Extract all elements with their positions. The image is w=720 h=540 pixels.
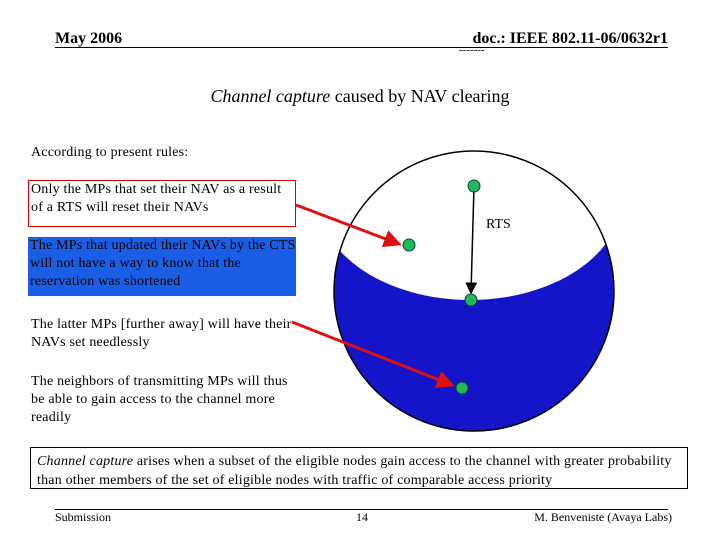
footer-rule	[55, 509, 668, 510]
intro: According to present rules:	[31, 145, 189, 160]
node	[402, 238, 416, 252]
node	[455, 381, 469, 395]
range-outline	[333, 150, 615, 432]
note-text: arises when a subset of the eligible nod…	[37, 454, 672, 488]
footer-left: Submission	[55, 510, 112, 524]
node	[467, 179, 481, 193]
note-emphasis: Channel capture	[37, 454, 134, 469]
point: The latter MPs [further away] will have …	[31, 317, 292, 350]
rts-arrow	[465, 185, 478, 295]
title-rest: caused by NAV clearing	[334, 86, 510, 106]
title: Channel capture caused by NAV clearing	[0, 86, 720, 107]
header-doc: doc.: IEEE 802.11-06/0632r1	[472, 30, 668, 47]
point-box: Only the MPs that set their NAV as a res…	[28, 180, 296, 227]
node	[464, 293, 478, 307]
header-rule	[55, 47, 668, 48]
note-box: Channel capture arises when a subset of …	[30, 447, 688, 489]
title-emphasis: Channel capture	[210, 86, 331, 106]
rts-label: RTS	[486, 217, 511, 232]
footer-right: M. Benveniste (Avaya Labs)	[534, 510, 672, 524]
pointer-arrow	[291, 320, 455, 388]
footer-page: 14	[356, 510, 368, 524]
pointer-arrow	[295, 203, 402, 248]
cleared-area	[334, 151, 614, 300]
header-date: May 2006	[55, 30, 123, 47]
point: The neighbors of transmitting MPs will t…	[31, 374, 288, 425]
point-box-highlight: The MPs that updated their NAVs by the C…	[28, 237, 296, 296]
